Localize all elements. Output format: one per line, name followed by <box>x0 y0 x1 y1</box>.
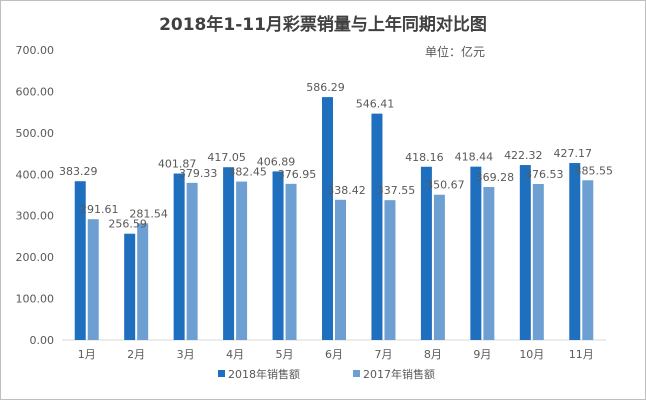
y-tick-label: 500.00 <box>16 127 55 140</box>
bar-2017 <box>532 184 544 340</box>
bar-2017 <box>582 180 594 340</box>
legend-swatch <box>218 370 225 377</box>
bar-2018 <box>569 163 581 340</box>
data-label: 338.42 <box>327 184 366 197</box>
bar-2018 <box>420 166 432 340</box>
y-tick-label: 0.00 <box>30 334 55 347</box>
y-tick-label: 600.00 <box>16 85 55 98</box>
bar-2018 <box>272 171 284 340</box>
data-label: 586.29 <box>306 81 345 94</box>
data-label: 385.55 <box>575 164 614 177</box>
legend-label: 2017年销售额 <box>363 367 435 381</box>
bar-2018 <box>74 181 86 340</box>
chart-title: 2018年1-11月彩票销量与上年同期对比图 <box>159 14 487 35</box>
bar-2017 <box>433 194 445 340</box>
data-label: 382.45 <box>228 166 267 179</box>
bar-2017 <box>335 199 346 340</box>
data-label: 422.32 <box>504 149 543 162</box>
legend: 2018年销售额 2017年销售额 <box>218 367 435 381</box>
x-tick-label: 9月 <box>473 348 491 361</box>
x-axis: 1月 2月 3月 4月 5月 6月 7月 8月 9月 10月 11月 <box>62 339 606 361</box>
bar-2018 <box>124 233 136 340</box>
x-tick-label: 7月 <box>374 348 392 361</box>
y-axis: 0.00 100.00 200.00 300.00 400.00 500.00 600.00… <box>16 44 55 347</box>
data-label: 291.61 <box>80 203 119 216</box>
bar-2018 <box>371 113 383 340</box>
y-tick-label: 400.00 <box>16 168 55 181</box>
data-label: 417.05 <box>207 151 246 164</box>
data-label: 369.28 <box>476 171 515 184</box>
data-label: 418.44 <box>455 151 494 164</box>
data-label: 406.89 <box>257 155 296 168</box>
data-label: 401.87 <box>158 158 197 171</box>
bar-2017 <box>186 182 198 340</box>
x-tick-label: 10月 <box>519 348 544 361</box>
bar-2017 <box>483 187 495 340</box>
bar-2018 <box>223 167 235 340</box>
y-tick-label: 200.00 <box>16 251 55 264</box>
x-tick-label: 4月 <box>226 348 244 361</box>
bar-2018 <box>173 173 185 340</box>
data-label: 383.29 <box>59 165 98 178</box>
x-tick-label: 1月 <box>78 348 96 361</box>
data-label: 256.59 <box>108 218 147 231</box>
y-tick-label: 300.00 <box>16 210 55 223</box>
bar-2018 <box>519 165 531 340</box>
legend-swatch <box>353 370 360 377</box>
bar-2018 <box>322 97 333 340</box>
bar-2017 <box>384 200 396 340</box>
bar-2017 <box>285 183 297 340</box>
legend-label: 2018年销售额 <box>228 367 300 381</box>
bar-2017 <box>87 219 99 340</box>
bar-2017 <box>236 181 248 340</box>
data-label: 281.54 <box>129 207 168 220</box>
y-tick-label: 100.00 <box>16 293 55 306</box>
data-label: 350.67 <box>426 179 465 192</box>
bar-2017 <box>137 223 149 340</box>
x-tick-label: 3月 <box>177 348 195 361</box>
x-tick-label: 8月 <box>424 348 442 361</box>
x-tick-label: 5月 <box>276 348 294 361</box>
data-label: 418.16 <box>405 151 444 164</box>
data-label: 379.33 <box>179 167 218 180</box>
x-tick-label: 11月 <box>569 348 594 361</box>
x-tick-label: 2月 <box>127 348 145 361</box>
data-label: 427.17 <box>554 147 593 160</box>
y-tick-label: 700.00 <box>16 44 55 57</box>
x-tick-label: 6月 <box>325 348 343 361</box>
data-label: 337.55 <box>377 184 416 197</box>
data-label: 546.41 <box>356 98 395 111</box>
data-label: 376.53 <box>525 168 564 181</box>
unit-label: 单位：亿元 <box>425 44 485 59</box>
bars <box>74 97 594 340</box>
bar-2018 <box>470 166 482 340</box>
data-label: 376.95 <box>278 168 317 181</box>
